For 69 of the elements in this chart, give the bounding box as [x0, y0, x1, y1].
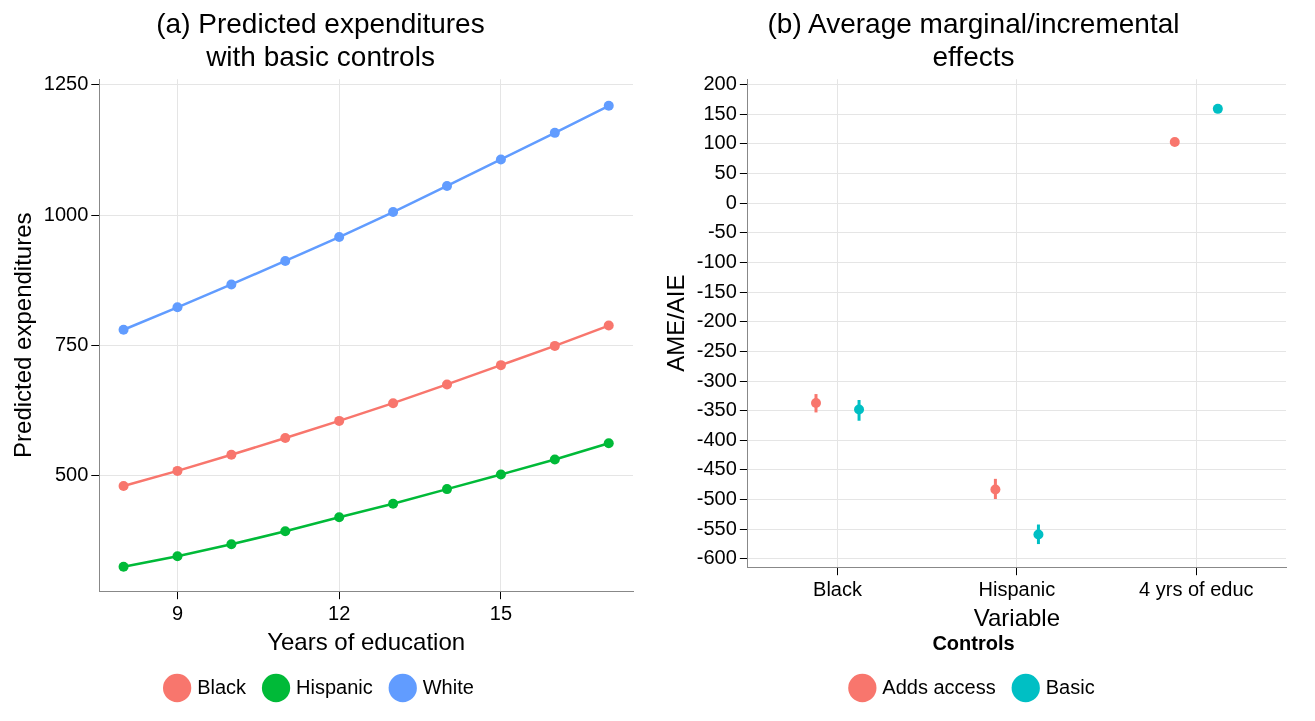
y-tick-label: -250	[696, 338, 737, 361]
legend-label: White	[422, 675, 474, 698]
point	[226, 449, 237, 460]
x-axis-title: Variable	[973, 604, 1061, 632]
point	[603, 320, 614, 331]
x-tick-label: Black	[813, 577, 863, 600]
point	[442, 484, 453, 495]
point	[603, 100, 614, 111]
point	[172, 302, 183, 313]
point	[280, 433, 291, 444]
x-tick-label: 15	[489, 601, 513, 624]
chart-title: (a) Predicted expenditures with basic controls	[156, 7, 485, 73]
y-tick-label: -350	[696, 398, 737, 421]
legend-label: Basic	[1045, 675, 1095, 698]
y-tick-label: 0	[725, 190, 737, 213]
point	[388, 498, 399, 509]
y-tick-label: 1250	[43, 72, 89, 95]
y-tick-label: 150	[703, 101, 737, 124]
y-tick-label: 500	[54, 463, 89, 486]
x-tick-label: 12	[328, 601, 351, 624]
y-tick-label: -100	[696, 249, 737, 272]
point	[172, 551, 183, 562]
y-tick-label: -550	[696, 516, 737, 539]
point	[334, 415, 345, 426]
legend-label: Hispanic	[296, 675, 373, 698]
y-tick-label: 1000	[43, 202, 89, 225]
point	[442, 180, 453, 191]
point	[549, 340, 560, 351]
x-tick-label: 9	[171, 601, 184, 624]
y-tick-label: 750	[54, 332, 89, 355]
y-tick-label: -50	[707, 220, 737, 243]
x-tick-label: Hispanic	[978, 577, 1056, 600]
point	[603, 438, 614, 449]
point	[549, 454, 560, 465]
point	[495, 360, 506, 371]
point	[334, 512, 345, 523]
point	[388, 207, 399, 218]
point	[495, 154, 506, 165]
y-tick-label: -300	[696, 368, 737, 391]
y-axis-title: Predicted expenditures	[9, 212, 37, 458]
point	[280, 526, 291, 537]
point	[118, 324, 129, 335]
y-tick-label: 100	[703, 131, 737, 154]
point	[442, 379, 453, 390]
y-tick-label: -450	[696, 457, 737, 480]
y-tick-label: -200	[696, 309, 737, 332]
x-tick-label: 4 yrs of educ	[1139, 577, 1254, 600]
chart-title: (b) Average marginal/incremental effects	[767, 7, 1180, 73]
point	[334, 232, 345, 243]
legend-title: Controls	[932, 631, 1015, 654]
point	[280, 255, 291, 266]
point	[118, 561, 129, 572]
y-axis-title: AME/AIE	[662, 274, 690, 372]
point	[226, 539, 237, 550]
point	[118, 480, 129, 491]
legend-label: Black	[197, 675, 248, 698]
y-tick-label: -150	[696, 279, 737, 302]
legend-label: Adds access	[882, 675, 996, 698]
x-axis-title: Years of education	[267, 628, 466, 656]
y-tick-label: -600	[696, 546, 737, 569]
y-tick-label: -500	[696, 487, 737, 510]
y-tick-label: 50	[714, 161, 737, 183]
point	[172, 465, 183, 476]
point	[388, 398, 399, 409]
y-tick-label: 200	[703, 72, 737, 95]
point	[549, 127, 560, 138]
point	[495, 469, 506, 480]
point	[226, 279, 237, 290]
y-tick-label: -400	[696, 427, 737, 450]
